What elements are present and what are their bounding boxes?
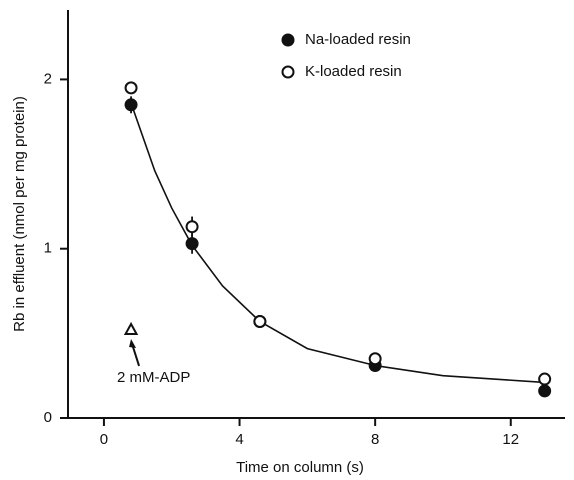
x-axis-label: Time on column (s) [236, 459, 364, 476]
legend-marker [281, 65, 295, 79]
data-point [124, 81, 138, 95]
annotation-arrow [131, 343, 141, 367]
legend-label: K-loaded resin [305, 63, 402, 80]
x-tick-label: 0 [100, 431, 108, 448]
fit-curve [130, 102, 545, 384]
data-point [185, 220, 199, 234]
data-point [368, 352, 382, 366]
data-point [538, 384, 552, 398]
data-point [538, 372, 552, 386]
annotation-label: 2 mM-ADP [117, 369, 190, 386]
y-tick-label: 0 [44, 409, 52, 426]
x-tick-label: 4 [235, 431, 243, 448]
x-tick-label: 8 [371, 431, 379, 448]
legend-marker [281, 33, 295, 47]
y-tick-label: 2 [44, 70, 52, 87]
data-point [253, 315, 267, 329]
legend-label: Na-loaded resin [305, 31, 411, 48]
data-point [185, 237, 199, 251]
annotation-arrowhead [129, 338, 137, 348]
y-axis-label: Rb in effluent (nmol per mg protein) [11, 96, 28, 332]
y-tick-label: 1 [44, 240, 52, 257]
annotation-marker [123, 321, 139, 335]
x-tick-label: 12 [502, 431, 519, 448]
data-point [124, 98, 138, 112]
